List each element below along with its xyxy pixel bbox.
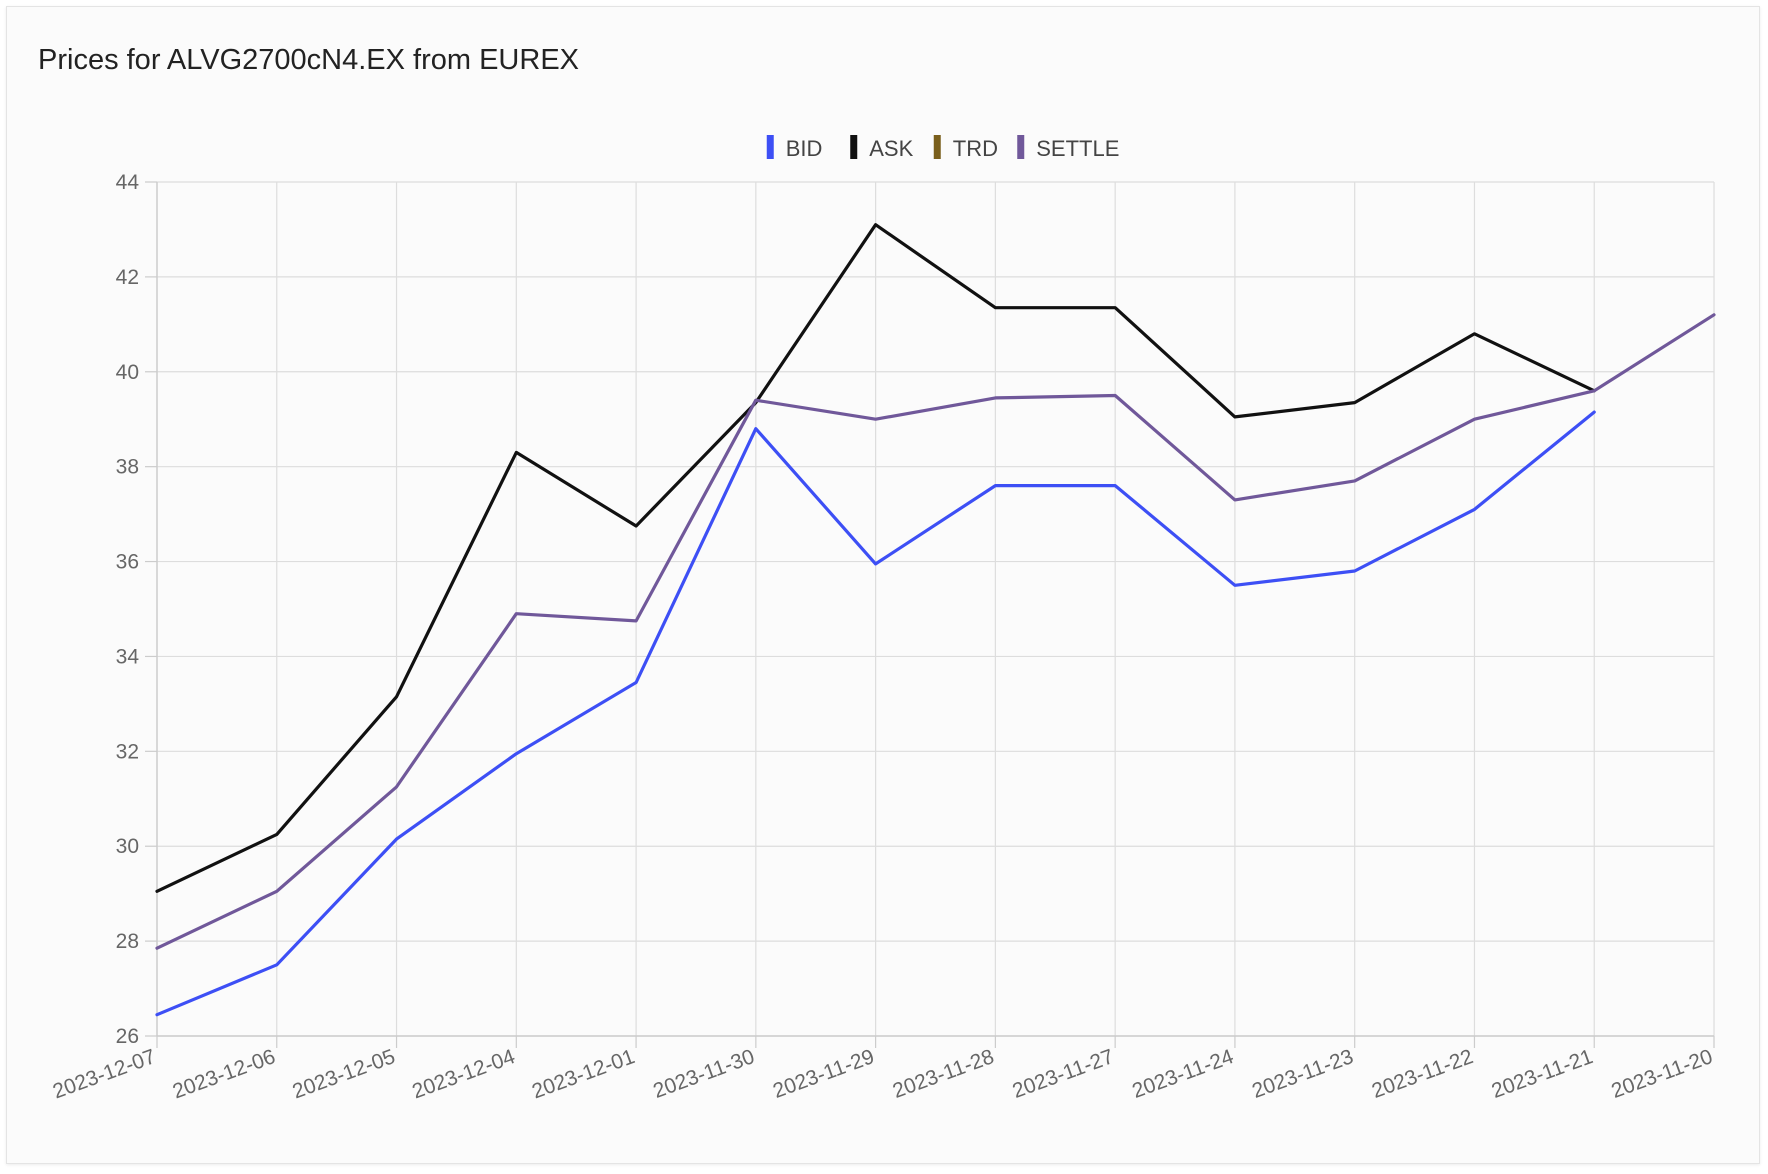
y-tick-label: 40 <box>116 361 139 384</box>
legend-label: TRD <box>953 136 998 161</box>
x-tick-label: 2023-11-23 <box>1249 1045 1356 1103</box>
x-tick-label: 2023-11-29 <box>770 1045 877 1103</box>
legend-swatch <box>933 135 941 159</box>
series-line-settle <box>155 313 1716 950</box>
grid <box>156 181 1715 1037</box>
y-tick-label: 26 <box>116 1025 139 1048</box>
legend-item-bid[interactable]: BID <box>766 135 823 161</box>
chart-panel <box>6 6 1760 1164</box>
y-tick-label: 28 <box>116 930 139 953</box>
y-tick-label: 36 <box>116 551 139 574</box>
legend-item-trd[interactable]: TRD <box>933 135 998 161</box>
y-tick-label: 34 <box>116 645 140 668</box>
x-tick-label: 2023-12-04 <box>409 1045 518 1103</box>
series-lines <box>155 223 1716 1017</box>
y-tick-label: 44 <box>116 171 140 194</box>
x-tick-label: 2023-12-07 <box>50 1045 159 1103</box>
x-tick-label: 2023-11-22 <box>1369 1045 1476 1103</box>
legend-swatch <box>850 135 858 159</box>
x-tick-label: 2023-11-28 <box>890 1045 997 1103</box>
y-tick-label: 38 <box>116 456 139 479</box>
y-tick-label: 32 <box>116 740 139 763</box>
legend-label: SETTLE <box>1036 136 1119 161</box>
x-tick-label: 2023-12-05 <box>289 1045 398 1103</box>
x-tick-label: 2023-11-27 <box>1010 1045 1117 1103</box>
series-line-bid <box>155 410 1596 1017</box>
legend-swatch <box>1017 135 1025 159</box>
axes: 26 28 30 32 34 36 38 40 42 44 2023-12-07 2023-12-06… <box>50 171 1716 1103</box>
x-tick-label: 2023-11-24 <box>1129 1045 1237 1103</box>
chart-title: Prices for ALVG2700cN4.EX from EUREX <box>38 44 580 76</box>
y-tick-label: 42 <box>116 266 139 289</box>
legend-label: BID <box>786 136 823 161</box>
legend-item-settle[interactable]: SETTLE <box>1017 135 1119 161</box>
x-tick-label: 2023-12-01 <box>529 1045 638 1103</box>
legend-item-ask[interactable]: ASK <box>850 135 914 161</box>
x-tick-label: 2023-12-06 <box>170 1045 279 1103</box>
x-tick-label: 2023-11-30 <box>650 1045 757 1103</box>
legend-swatch <box>766 135 774 159</box>
series-line-ask <box>155 223 1596 893</box>
legend: BID ASK TRD SETTLE <box>766 135 1119 161</box>
x-tick-label: 2023-11-21 <box>1489 1045 1596 1103</box>
x-tick-label: 2023-11-20 <box>1608 1045 1715 1103</box>
y-tick-label: 30 <box>116 835 139 858</box>
legend-label: ASK <box>869 136 913 161</box>
